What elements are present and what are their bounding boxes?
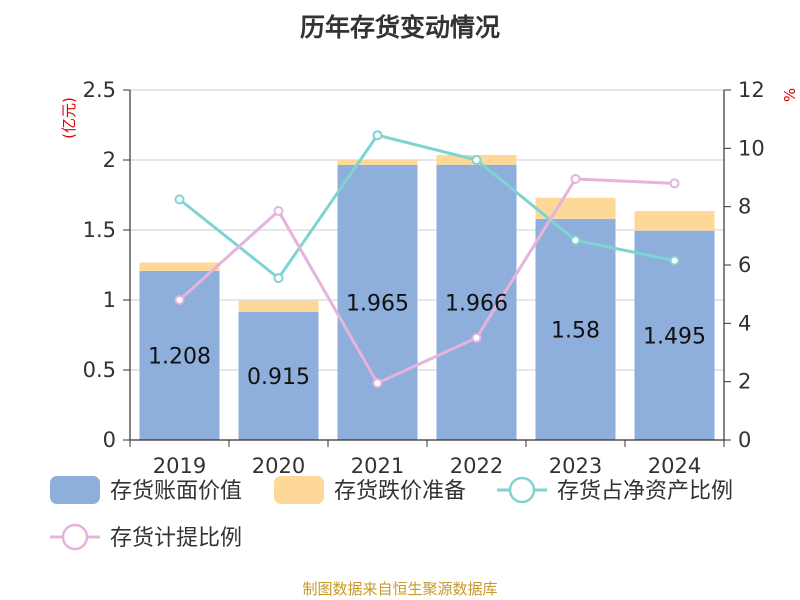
legend-label: 存货计提比例 [110,526,242,551]
bar-value-label: 1.58 [551,318,600,343]
bar-value-label: 1.495 [643,324,706,349]
x-tick-label: 2020 [252,454,305,478]
legend-label: 存货占净资产比例 [557,479,733,504]
legend-swatch [50,476,100,504]
left-tick-label: 2 [103,148,116,172]
x-tick-label: 2024 [648,454,701,478]
bar-book-value [337,164,418,440]
right-tick-label: 10 [738,136,765,160]
bars [139,154,715,440]
left-tick-label: 0 [103,428,116,452]
bar-impairment [238,300,319,312]
x-tick-label: 2019 [153,454,206,478]
legend-swatch [274,476,324,504]
bar-value-label: 1.966 [445,291,508,316]
x-tick-label: 2022 [450,454,503,478]
point-provision-ratio [471,332,482,343]
bar-value-label: 0.915 [247,365,310,390]
point-provision-ratio [570,173,581,184]
point-net-asset-ratio [174,194,185,205]
point-net-asset-ratio [372,130,383,141]
chart-title: 历年存货变动情况 [300,13,500,42]
right-tick-label: 12 [738,78,765,102]
legend-marker [508,476,536,504]
left-tick-label: 1 [103,288,116,312]
grid [130,89,724,371]
bar-book-value [535,218,616,440]
bar-book-value [238,311,319,440]
point-provision-ratio [669,178,680,189]
line-provision-ratio [178,177,675,386]
right-tick-label: 0 [738,428,751,452]
left-tick-label: 1.5 [83,218,116,242]
point-provision-ratio [273,206,284,217]
right-tick-label: 8 [738,195,751,219]
left-axis-unit: (亿元) [60,97,78,139]
bar-book-value [436,164,517,440]
point-net-asset-ratio [669,255,680,266]
point-net-asset-ratio [273,273,284,284]
left-tick-label: 2.5 [83,78,116,102]
legend-label: 存货账面价值 [110,479,242,504]
bar-impairment [634,211,715,231]
bar-impairment [337,159,418,165]
bar-value-label: 1.208 [148,344,211,369]
point-provision-ratio [174,295,185,305]
point-provision-ratio [372,378,383,389]
point-net-asset-ratio [471,155,482,165]
legend-label: 存货跌价准备 [334,479,466,504]
left-tick-label: 0.5 [83,358,116,382]
axes: 0 0.5 1 1.5 2 2.5 0 2 4 6 8 10 12 2019 2020 2021 2022 202… [83,78,765,478]
bar-labels: 1.208 0.915 1.965 1.966 1.58 1.495 [148,291,706,390]
right-tick-label: 4 [738,311,751,335]
right-tick-label: 6 [738,253,751,277]
point-net-asset-ratio [570,235,581,246]
right-axis-unit: % [781,88,799,102]
bar-impairment [139,262,220,271]
bar-value-label: 1.965 [346,291,409,316]
x-tick-label: 2021 [351,454,404,478]
line-net-asset-ratio [178,133,675,281]
legend-marker [61,523,89,551]
source-note: 制图数据来自恒生聚源数据库 [302,580,497,598]
x-tick-label: 2023 [549,454,602,478]
lines [174,130,680,389]
right-tick-label: 2 [738,370,751,394]
